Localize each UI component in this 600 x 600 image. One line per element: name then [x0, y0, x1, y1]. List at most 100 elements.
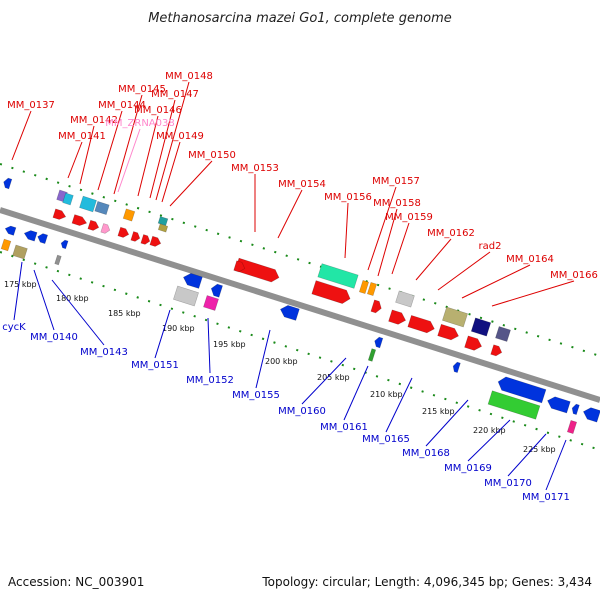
gene-label: MM_0153 — [231, 163, 279, 174]
gene-feature — [437, 323, 459, 341]
label-leader-line — [301, 357, 347, 405]
gene-feature — [317, 263, 359, 289]
gene-feature — [100, 223, 111, 234]
gene-feature — [4, 225, 17, 236]
gene-label: MM_0158 — [373, 198, 421, 209]
gene-label: cycK — [2, 322, 26, 333]
kbp-tick-label: 185 kbp — [108, 309, 141, 318]
gene-feature — [71, 214, 88, 226]
gene-label: rad2 — [479, 241, 502, 252]
label-leader-line — [467, 419, 511, 462]
gene-label: MM_0150 — [188, 150, 236, 161]
gene-feature — [280, 305, 300, 321]
gene-feature — [60, 239, 69, 250]
gene-labels: MM_0137 MM_0141 MM_0142 MM_0144 MM_0145 MM_ZR… — [2, 71, 598, 503]
gene-feature — [367, 348, 377, 362]
label-leader-line — [377, 208, 398, 277]
gene-label: MM_0171 — [522, 492, 570, 503]
label-leader-line — [425, 399, 469, 447]
gene-feature — [3, 177, 13, 190]
gene-feature — [571, 403, 580, 416]
gene-label: MM_0142 — [70, 115, 118, 126]
label-leader-line — [155, 81, 190, 201]
gene-feature — [203, 295, 219, 311]
gene-feature — [374, 336, 384, 349]
label-leader-line — [154, 309, 171, 359]
label-leader-line — [137, 115, 159, 197]
kbp-tick-label: 180 kbp — [56, 294, 89, 303]
label-leader-line — [391, 222, 410, 275]
gene-label: MM_0146 — [134, 105, 182, 116]
accession-text: Accession: NC_003901 — [8, 575, 144, 589]
label-leader-line — [507, 433, 547, 477]
label-leader-line — [545, 439, 567, 491]
gene-feature — [37, 233, 49, 245]
gene-label: MM_0141 — [58, 131, 106, 142]
gene-label: MM_0144 — [98, 100, 146, 111]
gene-feature — [149, 235, 162, 247]
gene-label: MM_0137 — [7, 100, 55, 111]
gene-label: MM_0161 — [320, 422, 368, 433]
kbp-tick-label: 190 kbp — [162, 324, 195, 333]
kbp-tick-label: 205 kbp — [317, 373, 350, 382]
label-leader-line — [13, 261, 23, 321]
gene-label: MM_0147 — [151, 89, 199, 100]
kbp-tick-label: 225 kbp — [523, 445, 556, 454]
label-leader-line — [33, 269, 55, 331]
label-leader-line — [97, 110, 123, 191]
label-leader-line — [11, 110, 32, 161]
gene-feature — [130, 231, 141, 242]
gene-label: MM_0160 — [278, 406, 326, 417]
kbp-tick-label: 220 kbp — [473, 426, 506, 435]
label-leader-line — [437, 251, 491, 291]
gene-feature — [497, 376, 547, 404]
gene-feature — [54, 254, 62, 266]
gene-feature — [87, 219, 100, 231]
kbp-tick-label: 210 kbp — [370, 390, 403, 399]
genome-summary-text: Topology: circular; Length: 4,096,345 bp… — [261, 575, 592, 589]
gene-feature — [79, 195, 97, 213]
gene-feature — [94, 201, 110, 215]
gene-feature — [157, 223, 169, 233]
gene-feature — [388, 309, 407, 325]
gene-label: MM_0162 — [427, 228, 475, 239]
label-leader-line — [491, 280, 575, 307]
gene-feature — [582, 407, 600, 423]
label-leader-line — [117, 128, 141, 193]
map-title: Methanosarcina mazei Go1, complete genom… — [148, 11, 452, 26]
label-leader-line — [207, 317, 211, 374]
label-leader-line — [161, 141, 181, 203]
gene-feature — [464, 335, 483, 351]
gene-label: MM_0157 — [372, 176, 420, 187]
gene-label: MM_0140 — [30, 332, 78, 343]
gene-feature — [442, 306, 468, 328]
kbp-tick-label: 175 kbp — [4, 280, 37, 289]
gene-feature — [490, 344, 503, 357]
gene-label: MM_0152 — [186, 375, 234, 386]
gene-feature — [210, 283, 223, 298]
gene-label: MM_0165 — [362, 434, 410, 445]
label-leader-line — [461, 264, 531, 299]
label-leader-line — [343, 365, 369, 421]
gene-label: MM_0151 — [131, 360, 179, 371]
gene-feature — [0, 238, 12, 252]
gene-label: MM_0154 — [278, 179, 326, 190]
label-leader-line — [255, 329, 271, 389]
gene-label: MM_0169 — [444, 463, 492, 474]
gene-label: MM_0148 — [165, 71, 213, 82]
gene-feature — [495, 326, 511, 342]
gene-feature — [370, 299, 382, 314]
gene-label: MM_0155 — [232, 390, 280, 401]
label-leaders — [11, 81, 575, 491]
gene-label: MM_0145 — [118, 84, 166, 95]
gene-feature — [12, 244, 28, 260]
label-leader-line — [113, 94, 143, 195]
gene-feature — [183, 273, 203, 289]
gene-feature — [233, 260, 246, 273]
gene-feature — [117, 226, 130, 238]
gene-label: MM_0143 — [80, 347, 128, 358]
gene-label: MM_0164 — [506, 254, 554, 265]
label-leader-line — [149, 99, 176, 199]
label-leader-line — [169, 160, 213, 207]
